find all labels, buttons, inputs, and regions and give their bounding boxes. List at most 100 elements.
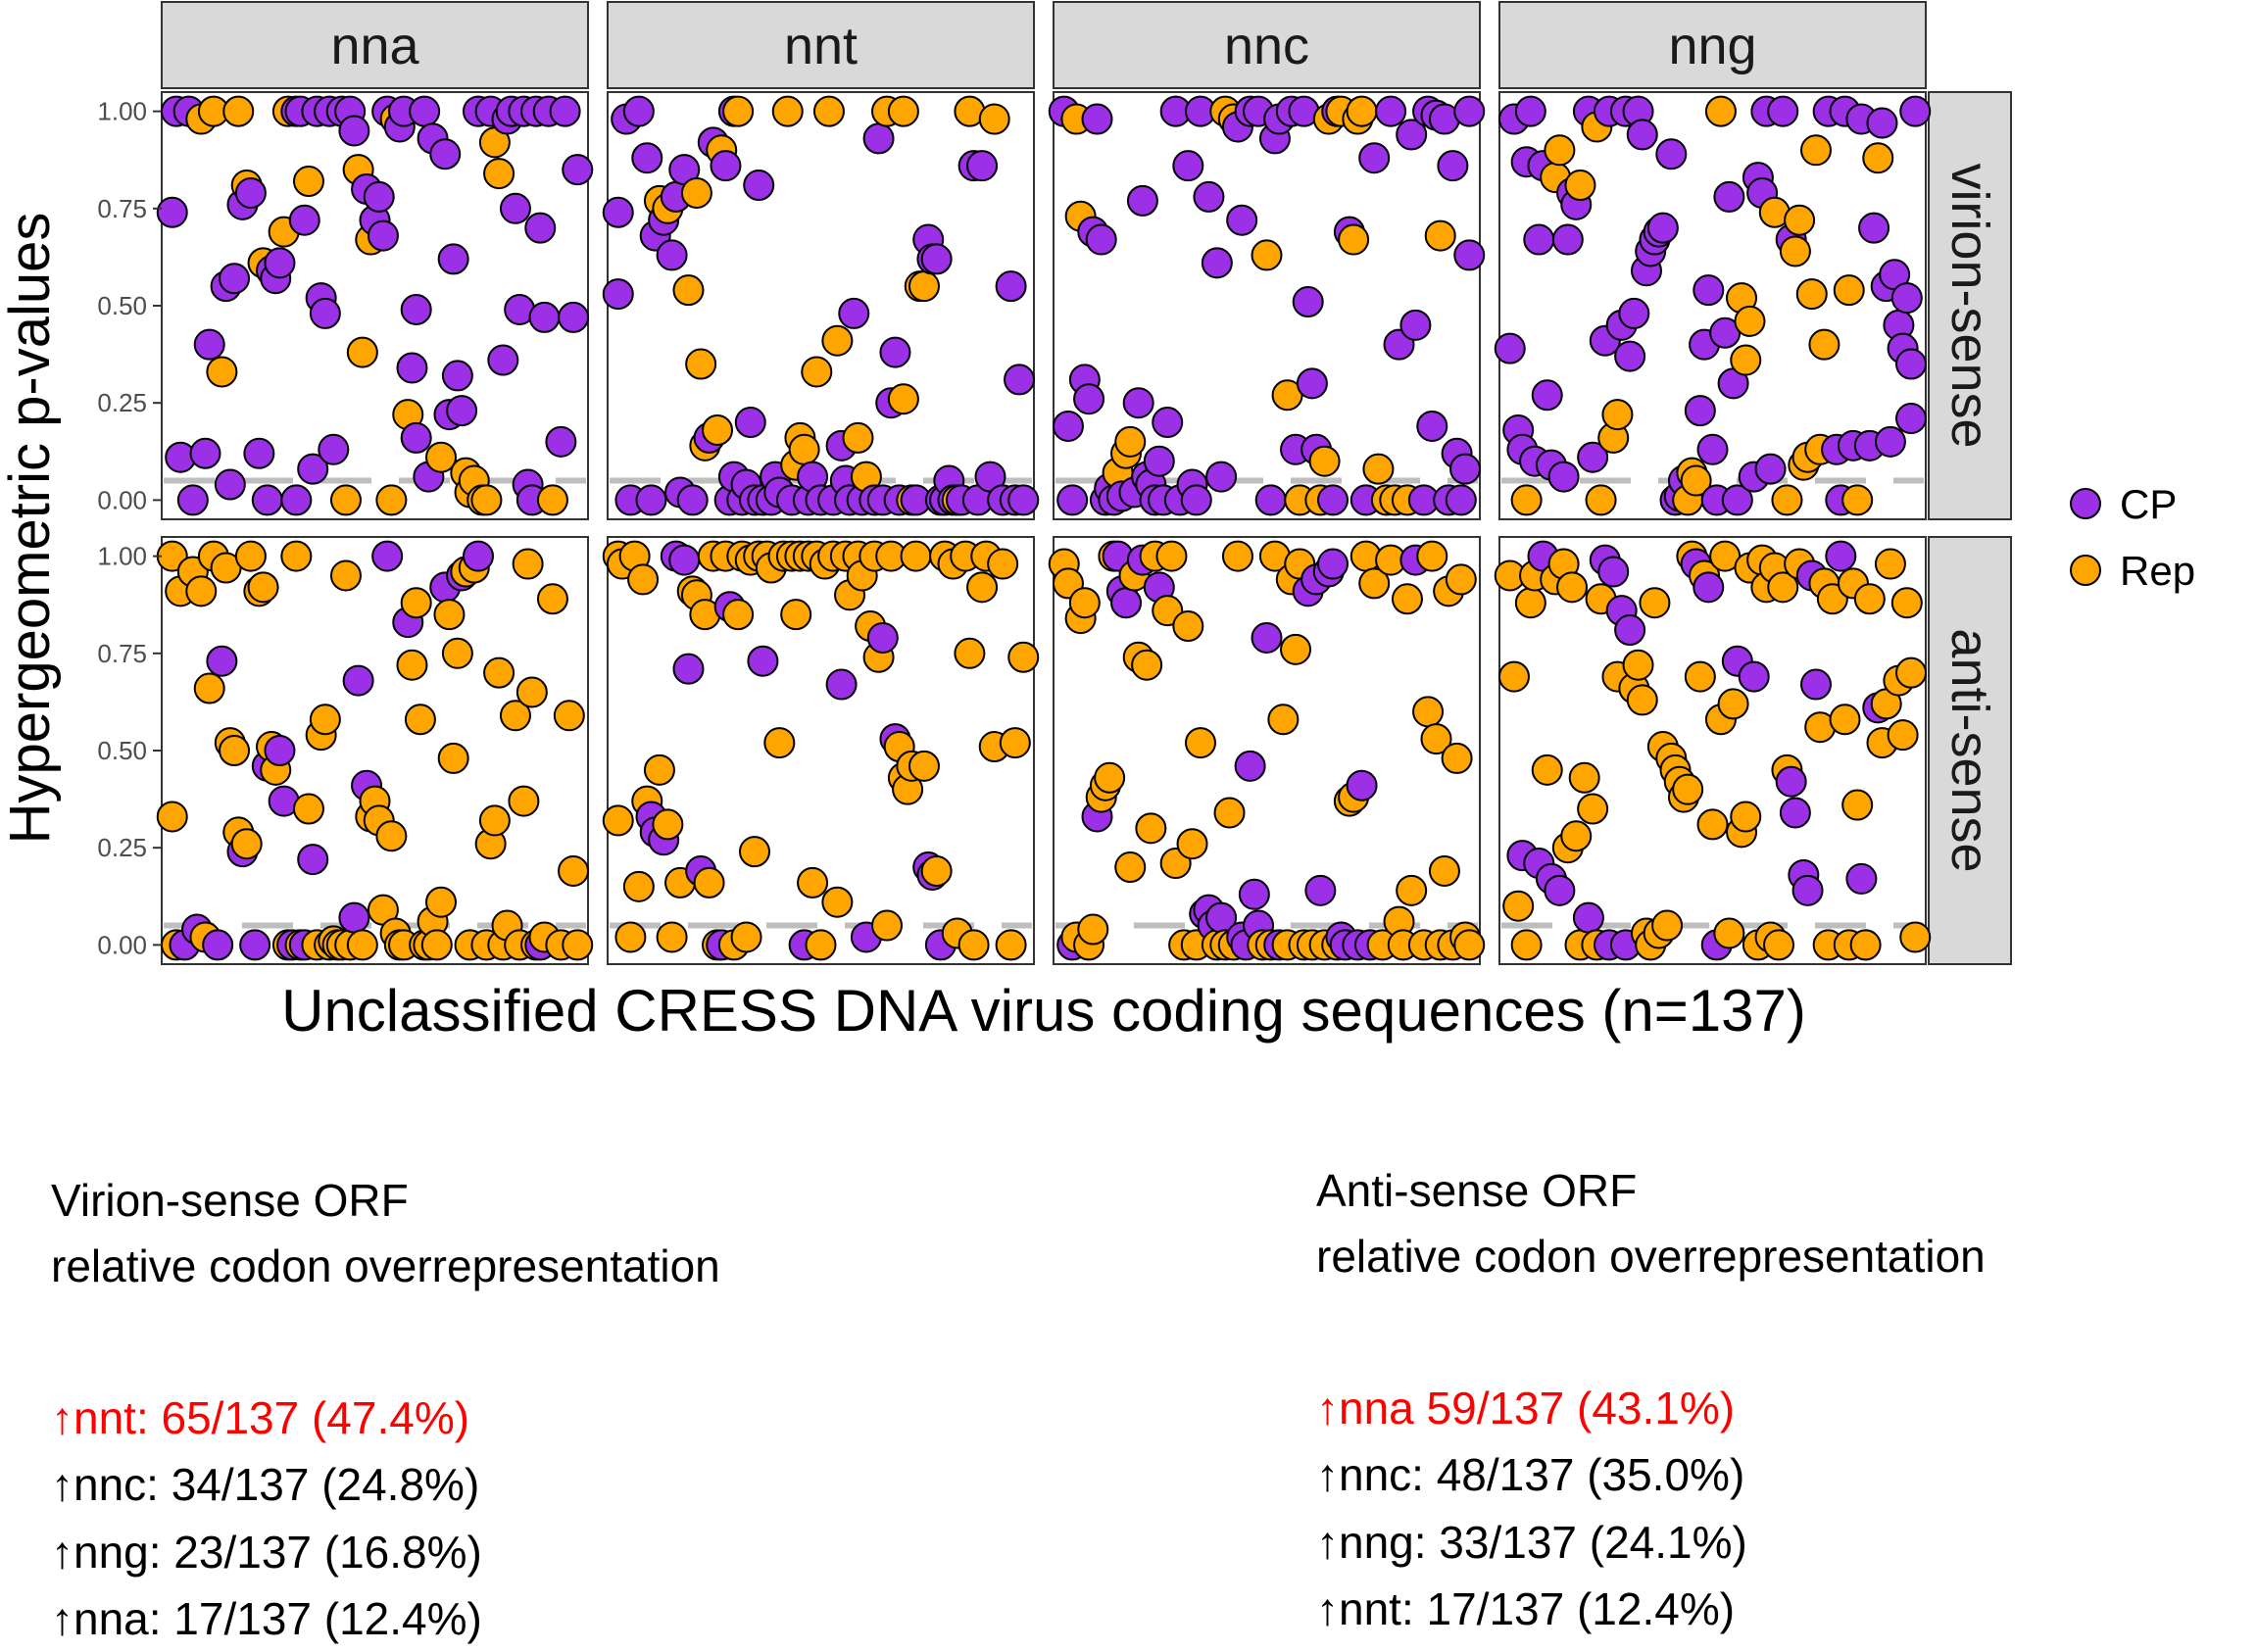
data-point-cp bbox=[995, 270, 1027, 303]
data-point-rep bbox=[1068, 587, 1101, 619]
data-point-rep bbox=[1784, 204, 1816, 236]
y-tick-label: 0.00 bbox=[97, 485, 147, 514]
data-point-rep bbox=[1704, 95, 1737, 127]
data-point-rep bbox=[685, 348, 717, 380]
data-point-rep bbox=[185, 575, 218, 607]
data-point-rep bbox=[1779, 235, 1811, 267]
data-point-rep bbox=[812, 95, 845, 127]
legend-label-rep: Rep bbox=[2120, 548, 2195, 594]
data-point-rep bbox=[1887, 719, 1919, 752]
legend-label-cp: CP bbox=[2120, 481, 2177, 527]
data-point-rep bbox=[995, 929, 1027, 961]
data-point-cp bbox=[1317, 484, 1349, 516]
data-point-cp bbox=[1614, 614, 1646, 647]
data-point-rep bbox=[1717, 688, 1749, 720]
data-point-rep bbox=[1730, 801, 1762, 833]
data-point-cp bbox=[545, 425, 577, 458]
data-point-cp bbox=[602, 196, 634, 228]
data-point-rep bbox=[730, 921, 762, 953]
data-point-rep bbox=[1833, 274, 1865, 307]
data-point-cp bbox=[409, 95, 441, 127]
data-point-cp bbox=[1304, 874, 1337, 906]
data-point-cp bbox=[342, 664, 374, 697]
data-point-cp bbox=[1895, 403, 1928, 435]
data-point-rep bbox=[437, 742, 469, 774]
facet-strip-virion-sense bbox=[1928, 91, 2012, 520]
data-point-rep bbox=[680, 176, 712, 209]
data-point-cp bbox=[558, 301, 590, 333]
data-point-rep bbox=[1445, 563, 1477, 596]
y-tick-label: 0.00 bbox=[97, 930, 147, 959]
data-point-cp bbox=[1110, 587, 1143, 619]
y-tick-label: 0.50 bbox=[97, 736, 147, 765]
data-point-rep bbox=[1577, 793, 1609, 825]
data-point-cp bbox=[1375, 95, 1407, 127]
panel-anti-sense-nnc bbox=[1048, 536, 1486, 965]
data-point-rep bbox=[614, 921, 647, 953]
data-point-rep bbox=[1626, 684, 1658, 716]
data-point-rep bbox=[672, 274, 705, 307]
data-point-cp bbox=[234, 176, 267, 209]
data-point-cp bbox=[202, 929, 234, 961]
anti-summary-heading-line1: Anti-sense ORF bbox=[1316, 1165, 1638, 1216]
data-point-cp bbox=[920, 243, 953, 275]
data-point-cp bbox=[1544, 874, 1576, 906]
data-point-rep bbox=[1556, 571, 1589, 604]
data-point-rep bbox=[1077, 913, 1109, 946]
data-point-cp bbox=[1004, 364, 1036, 396]
y-tick-label: 0.75 bbox=[97, 639, 147, 668]
data-point-cp bbox=[1172, 150, 1204, 182]
legend-key-rep bbox=[2070, 555, 2101, 586]
data-point-rep bbox=[558, 854, 590, 887]
data-point-rep bbox=[219, 735, 251, 766]
data-point-cp bbox=[1890, 282, 1923, 315]
data-point-rep bbox=[1184, 727, 1216, 759]
data-point-rep bbox=[1841, 789, 1874, 821]
data-point-rep bbox=[1799, 134, 1832, 167]
y-tick-label: 0.75 bbox=[97, 194, 147, 223]
data-point-rep bbox=[780, 599, 812, 631]
data-point-cp bbox=[243, 437, 275, 469]
data-point-cp bbox=[1614, 340, 1646, 372]
data-point-rep bbox=[1391, 583, 1423, 615]
data-point-cp bbox=[1895, 348, 1928, 380]
data-point-rep bbox=[346, 929, 378, 961]
y-tick-label: 0.25 bbox=[97, 388, 147, 417]
data-point-cp bbox=[371, 540, 404, 572]
data-point-cp bbox=[1523, 223, 1555, 256]
data-point-rep bbox=[396, 649, 428, 681]
data-point-cp bbox=[363, 180, 395, 213]
data-point-cp bbox=[528, 301, 561, 333]
data-point-cp bbox=[1597, 556, 1630, 588]
data-point-rep bbox=[1308, 445, 1341, 477]
data-point-cp bbox=[879, 336, 911, 368]
y-tick-label: 0.25 bbox=[97, 833, 147, 862]
data-point-rep bbox=[292, 793, 324, 825]
data-point-rep bbox=[1412, 696, 1445, 728]
data-point-rep bbox=[957, 929, 990, 961]
data-point-cp bbox=[1073, 383, 1105, 415]
data-point-cp bbox=[1126, 184, 1158, 217]
data-point-cp bbox=[1693, 274, 1725, 307]
data-point-cp bbox=[1577, 441, 1609, 473]
data-point-rep bbox=[375, 820, 408, 852]
data-point-cp bbox=[1193, 180, 1225, 213]
data-point-rep bbox=[1267, 704, 1300, 736]
data-point-rep bbox=[1514, 587, 1546, 619]
data-point-cp bbox=[156, 196, 188, 228]
data-point-cp bbox=[622, 95, 655, 127]
data-point-rep bbox=[722, 599, 755, 631]
data-point-rep bbox=[1771, 484, 1803, 516]
data-point-rep bbox=[425, 886, 458, 918]
data-point-cp bbox=[1626, 119, 1658, 151]
data-point-rep bbox=[1601, 399, 1634, 431]
data-point-cp bbox=[437, 243, 469, 275]
data-point-cp bbox=[264, 247, 296, 279]
data-point-cp bbox=[367, 219, 399, 252]
data-point-cp bbox=[1494, 332, 1526, 364]
data-point-cp bbox=[1767, 95, 1799, 127]
data-point-cp bbox=[866, 621, 899, 654]
data-point-rep bbox=[722, 95, 755, 127]
data-point-cp bbox=[710, 150, 742, 182]
data-point-rep bbox=[1829, 704, 1861, 736]
